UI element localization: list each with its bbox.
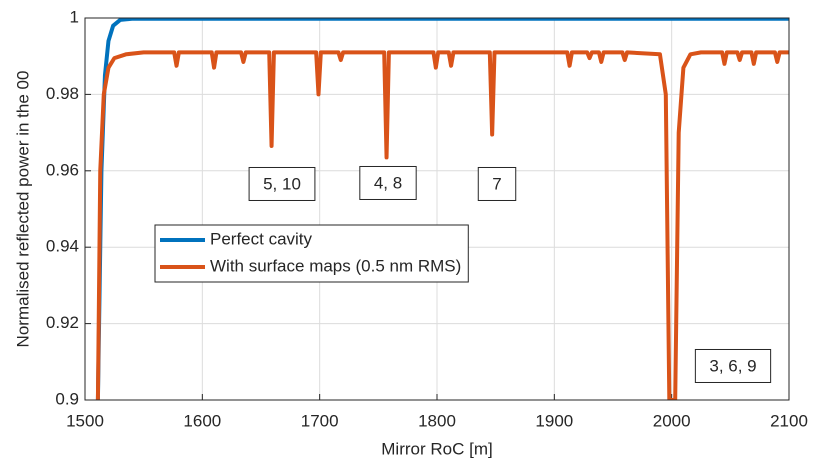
x-tick-label: 1600 <box>183 411 221 430</box>
annotation-box <box>248 166 316 201</box>
y-axis-label: Normalised reflected power in the 00 <box>13 71 32 348</box>
y-tick-label: 1 <box>70 7 79 26</box>
annotation-box <box>477 166 517 201</box>
plot-lines <box>95 18 789 400</box>
axes-box <box>84 17 790 401</box>
y-tick-label: 0.94 <box>46 237 79 256</box>
annotation: 5, 10 <box>263 174 301 193</box>
y-tick-label: 0.96 <box>46 160 79 179</box>
y-tick-label: 0.92 <box>46 313 79 332</box>
x-tick-label: 2000 <box>653 411 691 430</box>
series-line <box>95 50 789 400</box>
annotation: 7 <box>492 174 501 193</box>
legend-label: With surface maps (0.5 nm RMS) <box>210 256 461 275</box>
x-tick-label: 1700 <box>301 411 339 430</box>
annotation: 4, 8 <box>374 173 402 192</box>
annotation-box <box>359 165 417 200</box>
x-tick-label: 1800 <box>418 411 456 430</box>
x-tick-label: 2100 <box>770 411 808 430</box>
annotation: 3, 6, 9 <box>709 356 756 375</box>
annotation-box <box>694 348 772 383</box>
y-tick-label: 0.9 <box>55 389 79 408</box>
legend-box <box>154 224 469 283</box>
x-axis-label: Mirror RoC [m] <box>381 439 492 458</box>
legend-label: Perfect cavity <box>210 229 313 248</box>
x-tick-label: 1500 <box>66 411 104 430</box>
x-tick-label: 1900 <box>535 411 573 430</box>
y-tick-label: 0.98 <box>46 84 79 103</box>
